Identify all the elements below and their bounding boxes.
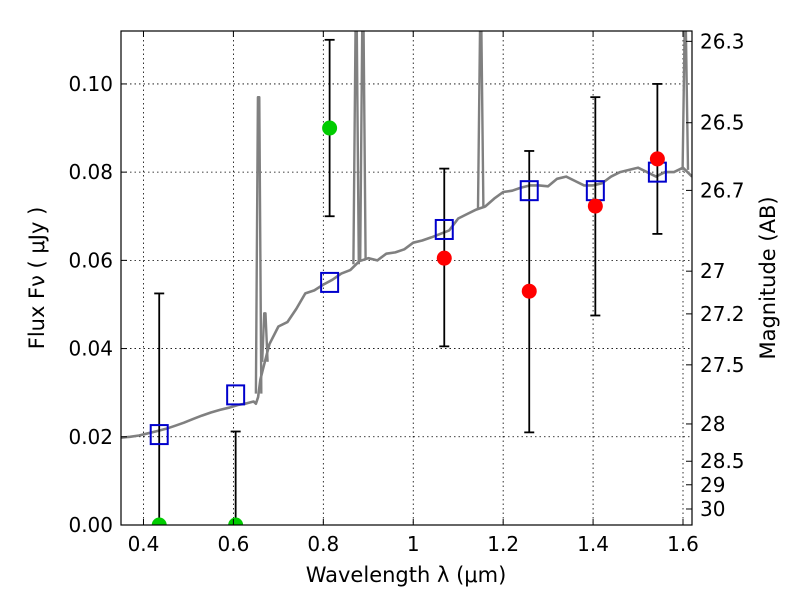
x-tick-label: 0.4 <box>128 532 160 556</box>
right-tick-label: 29 <box>700 473 725 497</box>
x-tick-label: 0.8 <box>307 532 339 556</box>
model-photometry-square <box>149 424 169 446</box>
observed-point <box>228 517 244 525</box>
model-photometry-square <box>434 218 454 240</box>
right-tick-label: 27 <box>700 259 725 283</box>
y-axis-label: Flux Fν ( μJy ) <box>25 207 49 350</box>
emission-line <box>261 312 269 362</box>
right-tick-label: 26.3 <box>700 29 745 53</box>
right-tick-label: 28.5 <box>700 449 745 473</box>
x-tick-label: 0.6 <box>217 532 249 556</box>
emission-line <box>681 31 690 170</box>
observed-point <box>436 250 452 266</box>
x-tick-label: 1 <box>407 532 420 556</box>
y-tick-label: 0.10 <box>68 72 113 96</box>
right-tick-label: 27.5 <box>700 353 745 377</box>
model-photometry-square <box>519 180 539 202</box>
emission-line <box>359 31 367 261</box>
observed-photometry-markers <box>151 120 665 525</box>
right-tick-label: 26.5 <box>700 111 745 135</box>
emission-line <box>254 96 263 394</box>
axis-ticks: 0.4 0.6 0.8 1 1.2 1.4 1.6 0.00 0.02 0.04 0.06 0.08 0… <box>68 29 744 556</box>
observed-point <box>151 517 167 525</box>
model-photometry-square <box>226 384 246 406</box>
y-tick-label: 0.06 <box>68 248 113 272</box>
right-axis-label: Magnitude (AB) <box>756 196 780 359</box>
right-tick-label: 27.2 <box>700 302 745 326</box>
emission-line <box>352 31 360 265</box>
y-tick-label: 0.00 <box>68 513 113 537</box>
y-tick-label: 0.08 <box>68 160 113 184</box>
y-tick-label: 0.04 <box>68 337 113 361</box>
emission-line <box>476 31 485 209</box>
x-tick-label: 1.6 <box>667 532 699 556</box>
x-tick-label: 1.2 <box>487 532 519 556</box>
model-photometry-square <box>320 271 340 293</box>
plot-frame <box>120 30 693 526</box>
observed-point <box>322 120 338 136</box>
observed-point <box>587 198 603 214</box>
observed-point <box>649 151 665 167</box>
right-tick-label: 28 <box>700 412 725 436</box>
observed-point <box>521 283 537 299</box>
y-tick-label: 0.02 <box>68 425 113 449</box>
series-layer <box>121 31 692 525</box>
model-spectrum-line <box>121 166 692 439</box>
right-tick-label: 30 <box>700 497 725 521</box>
emission-lines <box>254 31 690 394</box>
x-tick-label: 1.4 <box>577 532 609 556</box>
right-tick-label: 26.7 <box>700 178 745 202</box>
x-axis-label: Wavelength λ (μm) <box>306 563 507 587</box>
